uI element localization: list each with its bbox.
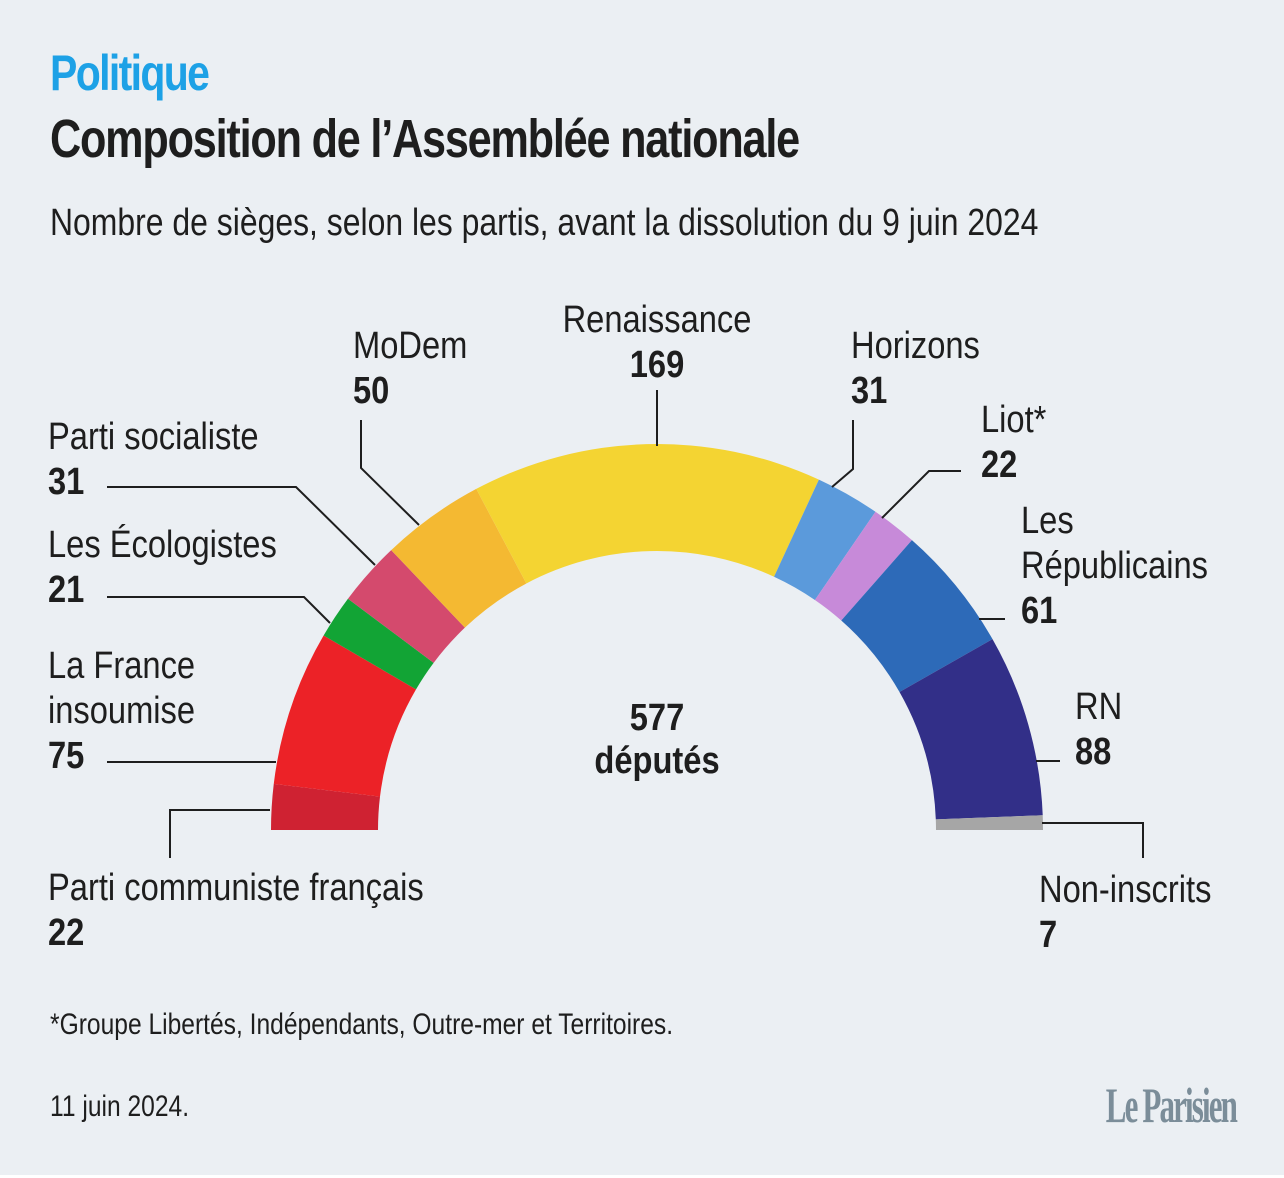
value-les-r-publicains: 61: [1021, 589, 1057, 632]
value-parti-socialiste: 31: [48, 460, 84, 503]
slice-les-r-publicains: [841, 540, 993, 693]
slice-rn: [899, 639, 1043, 820]
slice-la-france-insoumise: [273, 635, 417, 797]
slice-modem: [391, 488, 527, 628]
value-parti-communiste-fran-ais: 22: [48, 911, 84, 954]
value-liot: 22: [981, 443, 1017, 486]
label-non-inscrits: Non-inscrits: [1039, 868, 1211, 911]
leader-line-les-cologistes: [107, 596, 331, 624]
slice-parti-communiste-fran-ais: [271, 783, 380, 830]
label-rn: RN: [1075, 685, 1122, 728]
label-la-france-insoumise: insoumise: [48, 689, 195, 732]
section-kicker: Politique: [50, 45, 210, 101]
label-modem: MoDem: [353, 324, 467, 367]
label-parti-socialiste: Parti socialiste: [48, 415, 259, 458]
center-total-label: députés: [594, 739, 719, 782]
leader-lines: [107, 390, 1144, 858]
chart-title: Composition de l’Assemblée nationale: [50, 109, 800, 169]
center-total-value: 577: [630, 696, 685, 739]
publication-date: 11 juin 2024.: [50, 1090, 190, 1123]
leader-line-liot: [881, 470, 961, 519]
hemicycle-slices: [271, 443, 1043, 830]
le-parisien-logo: Le Parisien: [1105, 1077, 1238, 1133]
slice-parti-socialiste: [347, 550, 465, 663]
label-horizons: Horizons: [851, 324, 980, 367]
chart-subtitle: Nombre de sièges, selon les partis, avan…: [50, 202, 1039, 244]
value-rn: 88: [1075, 730, 1111, 773]
leader-line-modem: [360, 420, 420, 526]
label-les-cologistes: Les Écologistes: [48, 523, 277, 566]
footnote: *Groupe Libertés, Indépendants, Outre-me…: [50, 1008, 674, 1041]
value-modem: 50: [353, 369, 389, 412]
leader-line-horizons: [831, 420, 854, 488]
value-renaissance: 169: [630, 343, 685, 386]
leader-line-parti-socialiste: [107, 486, 376, 566]
label-liot: Liot*: [981, 398, 1047, 441]
slice-horizons: [774, 479, 876, 600]
leader-line-non-inscrits: [1042, 822, 1144, 858]
leader-line-parti-communiste-fran-ais: [169, 809, 270, 858]
label-parti-communiste-fran-ais: Parti communiste français: [48, 866, 424, 909]
value-la-france-insoumise: 75: [48, 734, 84, 777]
value-horizons: 31: [851, 369, 887, 412]
value-les-cologistes: 21: [48, 568, 84, 611]
slice-les-cologistes: [323, 598, 434, 690]
label-les-r-publicains: Les: [1021, 499, 1074, 542]
slice-liot: [814, 511, 912, 621]
value-non-inscrits: 7: [1039, 913, 1057, 956]
label-renaissance: Renaissance: [563, 298, 752, 341]
slice-renaissance: [476, 443, 819, 584]
slice-non-inscrits: [935, 815, 1043, 830]
label-les-r-publicains: Républicains: [1021, 544, 1208, 587]
label-la-france-insoumise: La France: [48, 644, 195, 687]
